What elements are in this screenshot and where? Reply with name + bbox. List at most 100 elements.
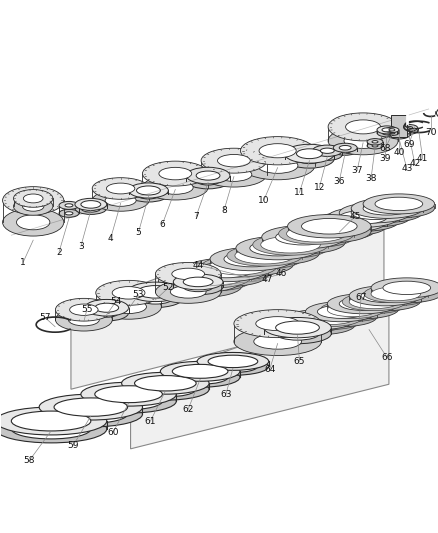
Ellipse shape [249, 245, 305, 261]
Ellipse shape [384, 130, 398, 135]
Ellipse shape [305, 302, 376, 322]
Ellipse shape [134, 376, 196, 391]
Ellipse shape [234, 250, 294, 267]
Ellipse shape [327, 113, 397, 141]
Text: 47: 47 [261, 276, 273, 285]
Ellipse shape [184, 259, 267, 281]
Ellipse shape [382, 281, 430, 295]
Ellipse shape [301, 219, 356, 234]
Ellipse shape [136, 190, 160, 199]
Ellipse shape [296, 154, 321, 164]
Text: 69: 69 [402, 140, 413, 149]
Ellipse shape [327, 306, 376, 320]
Ellipse shape [106, 183, 134, 194]
Ellipse shape [370, 287, 420, 301]
Ellipse shape [14, 190, 53, 207]
Text: 61: 61 [145, 416, 156, 425]
Ellipse shape [287, 220, 370, 243]
Ellipse shape [215, 168, 251, 181]
Polygon shape [71, 196, 383, 389]
Ellipse shape [296, 149, 321, 159]
Ellipse shape [295, 318, 343, 332]
Text: 64: 64 [263, 365, 275, 374]
Text: 36: 36 [333, 177, 344, 186]
Ellipse shape [128, 187, 168, 202]
Ellipse shape [95, 393, 162, 409]
Ellipse shape [39, 394, 142, 420]
Ellipse shape [339, 146, 350, 150]
Ellipse shape [320, 148, 333, 154]
Text: 46: 46 [276, 270, 286, 278]
Ellipse shape [327, 215, 374, 229]
Ellipse shape [85, 304, 128, 321]
Ellipse shape [278, 223, 353, 244]
Ellipse shape [312, 145, 342, 156]
Ellipse shape [252, 234, 328, 255]
Ellipse shape [183, 272, 242, 289]
Ellipse shape [186, 167, 230, 184]
Ellipse shape [342, 296, 405, 313]
Text: 11: 11 [293, 188, 304, 197]
Text: 68: 68 [378, 144, 390, 154]
Ellipse shape [235, 241, 318, 265]
Text: 1: 1 [20, 257, 26, 266]
Ellipse shape [404, 126, 412, 130]
Ellipse shape [3, 208, 64, 236]
Ellipse shape [85, 300, 128, 316]
Ellipse shape [137, 292, 173, 304]
Ellipse shape [208, 360, 257, 373]
Ellipse shape [18, 193, 48, 207]
Ellipse shape [339, 297, 386, 310]
Text: 39: 39 [378, 154, 390, 163]
Ellipse shape [68, 313, 99, 326]
Ellipse shape [65, 212, 73, 215]
Text: 43: 43 [400, 164, 412, 173]
Ellipse shape [284, 149, 333, 168]
Text: 41: 41 [416, 154, 427, 163]
Ellipse shape [370, 283, 438, 303]
Ellipse shape [258, 144, 296, 158]
Ellipse shape [384, 127, 398, 133]
Ellipse shape [196, 176, 219, 185]
Ellipse shape [128, 183, 168, 198]
Ellipse shape [388, 132, 394, 134]
Ellipse shape [39, 401, 142, 427]
Ellipse shape [223, 256, 279, 272]
Ellipse shape [348, 291, 420, 311]
Ellipse shape [332, 143, 356, 152]
Ellipse shape [186, 172, 230, 189]
Text: 60: 60 [107, 429, 118, 438]
Ellipse shape [275, 321, 318, 334]
Ellipse shape [376, 129, 396, 137]
Ellipse shape [284, 144, 333, 163]
Text: 3: 3 [78, 241, 84, 251]
Ellipse shape [263, 318, 331, 338]
Text: 38: 38 [364, 174, 376, 183]
Ellipse shape [136, 186, 160, 195]
Ellipse shape [226, 245, 302, 266]
Polygon shape [130, 295, 388, 449]
Ellipse shape [314, 216, 386, 236]
Ellipse shape [23, 194, 43, 203]
Ellipse shape [172, 370, 227, 384]
Ellipse shape [172, 365, 227, 378]
Ellipse shape [350, 198, 422, 219]
Ellipse shape [348, 295, 398, 309]
Ellipse shape [17, 215, 50, 230]
Text: 42: 42 [408, 159, 420, 168]
Ellipse shape [233, 328, 321, 356]
Ellipse shape [196, 171, 219, 180]
Ellipse shape [399, 127, 417, 134]
Ellipse shape [298, 312, 361, 329]
Ellipse shape [388, 129, 394, 131]
Ellipse shape [399, 125, 417, 131]
Ellipse shape [201, 148, 266, 173]
Ellipse shape [59, 201, 79, 209]
Ellipse shape [0, 415, 106, 443]
Ellipse shape [393, 130, 403, 134]
Text: 65: 65 [293, 357, 304, 366]
Ellipse shape [81, 389, 176, 413]
Ellipse shape [362, 201, 410, 215]
Ellipse shape [160, 367, 239, 387]
Ellipse shape [253, 334, 301, 349]
